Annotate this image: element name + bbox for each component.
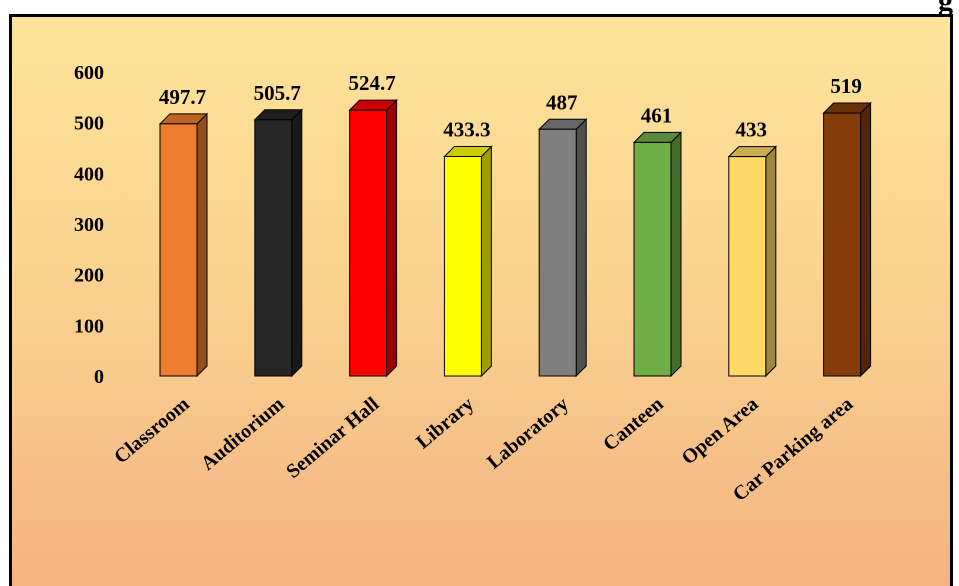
clipped-heading-fragment: g: [0, 0, 959, 14]
y-tick-label: 0: [94, 366, 104, 388]
y-tick-label: 300: [74, 214, 104, 236]
bar-front-face: [538, 128, 577, 377]
bar-side-face: [480, 145, 492, 378]
bar-side-face: [765, 145, 777, 378]
bar-front-face: [349, 109, 388, 377]
value-label: 524.7: [348, 71, 395, 95]
y-tick-label: 100: [74, 315, 104, 337]
y-tick-label: 600: [74, 62, 104, 84]
category-label: Open Area: [678, 393, 763, 469]
category-label: Seminar Hall: [282, 393, 383, 483]
category-label: Classroom: [110, 393, 194, 468]
bar-side-face: [670, 131, 682, 378]
bar-auditorium: [253, 108, 304, 378]
y-tick-label: 200: [74, 265, 104, 287]
bar-front-face: [728, 156, 767, 377]
bar-front-face: [254, 119, 293, 377]
bar-side-face: [575, 118, 587, 378]
y-tick-label: 500: [74, 113, 104, 135]
bar-side-face: [196, 112, 208, 378]
bar-seminar-hall: [348, 98, 398, 378]
category-label: Canteen: [599, 393, 668, 456]
bar-front-face: [633, 141, 672, 377]
y-tick-label: 400: [74, 163, 104, 185]
y-axis: 0 100 200 300 400 500 600: [74, 62, 104, 388]
value-label: 487: [546, 90, 578, 114]
value-label: 519: [830, 74, 862, 98]
bar-front-face: [823, 112, 862, 377]
value-label: 461: [641, 103, 673, 127]
value-label: 505.7: [254, 81, 301, 105]
bar-front-face: [159, 123, 198, 377]
bar-canteen: [632, 131, 683, 378]
bar-classroom: [158, 112, 209, 378]
category-label: Auditorium: [197, 393, 289, 475]
bar-side-face: [386, 98, 398, 378]
category-label: Library: [412, 393, 478, 453]
value-label: 433: [736, 118, 768, 142]
value-label: 433.3: [443, 117, 490, 141]
bar-open-area: [727, 145, 778, 378]
bar-library: [443, 145, 493, 378]
bar-laboratory: [537, 118, 588, 378]
category-label: Laboratory: [483, 393, 573, 473]
value-labels-layer: 497.7 505.7 524.7 433.3 487 461 433 519: [159, 71, 862, 141]
value-label: 497.7: [159, 85, 206, 109]
bars-layer: [158, 98, 872, 378]
clipped-heading-text: g: [938, 0, 953, 14]
bar-car-parking-area: [822, 101, 872, 378]
bar-side-face: [291, 108, 303, 378]
bar-front-face: [443, 155, 482, 377]
bar-side-face: [860, 101, 872, 378]
